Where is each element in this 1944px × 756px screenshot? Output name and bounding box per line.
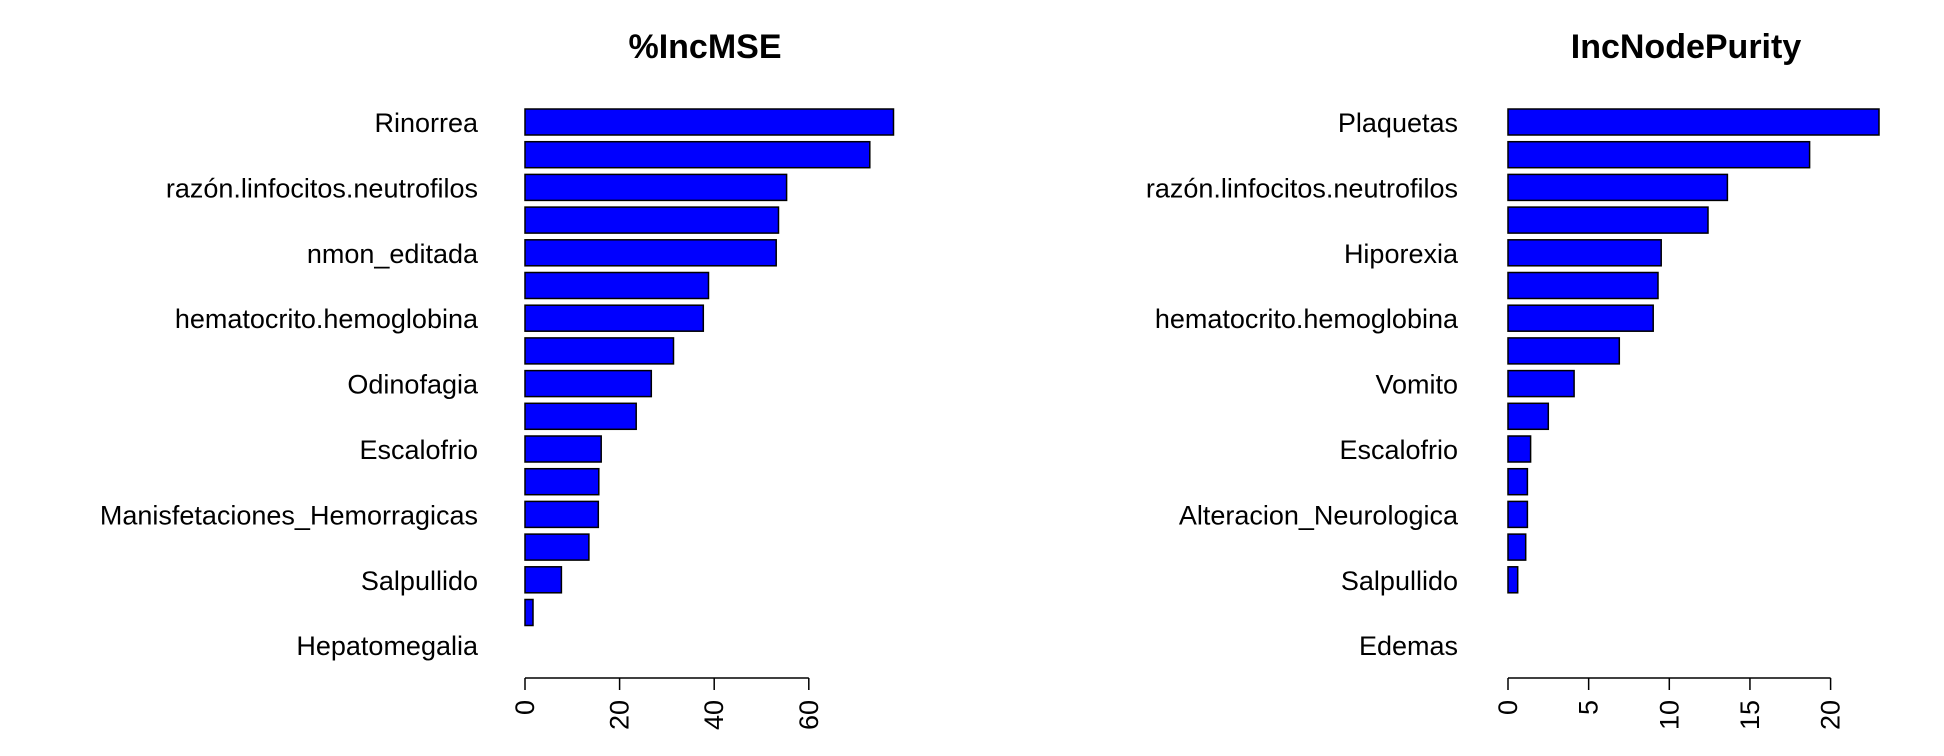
incnodepurity-bar-8 (1507, 369, 1575, 398)
incmse-x-axis: 0 20 40 60 (510, 677, 824, 730)
incmse-category-label-16: Hepatomegalia (296, 631, 479, 661)
incnodepurity-bar-4 (1507, 239, 1662, 267)
incnodepurity-category-label-10: Escalofrio (1339, 435, 1458, 465)
incmse-category-label-6: hematocrito.hemoglobina (175, 304, 479, 334)
incmse-bars (524, 108, 895, 627)
incnodepurity-tick-label-3: 15 (1735, 700, 1765, 730)
incmse-bar-8 (524, 369, 653, 398)
incnodepurity-category-label-12: Alteracion_Neurologica (1179, 500, 1459, 530)
incmse-category-label-2: razón.linfocitos.neutrofilos (166, 173, 478, 203)
incmse-bar-1 (524, 140, 871, 169)
incnodepurity-bar-9 (1507, 402, 1550, 431)
incnodepurity-bar-2 (1507, 173, 1729, 202)
incnodepurity-category-label-14: Salpullido (1341, 566, 1458, 596)
incnodepurity-category-label-4: Hiporexia (1344, 239, 1459, 269)
incnodepurity-bar-7 (1507, 337, 1621, 365)
incmse-bar-12 (524, 500, 600, 529)
incmse-bar-15 (524, 598, 534, 627)
incnodepurity-category-label-8: Vomito (1375, 370, 1458, 400)
incnodepurity-tick-label-0: 0 (1493, 700, 1523, 715)
incnodepurity-bar-0 (1507, 108, 1880, 136)
incnodepurity-category-label-6: hematocrito.hemoglobina (1155, 304, 1459, 334)
incnodepurity-tick-label-2: 10 (1654, 700, 1684, 730)
incmse-category-label-12: Manisfetaciones_Hemorragicas (100, 500, 478, 530)
incmse-bar-5 (524, 271, 710, 300)
incmse-tick-label-1: 20 (605, 700, 635, 730)
incnodepurity-bar-12 (1507, 500, 1529, 529)
incmse-category-label-4: nmon_editada (307, 239, 479, 269)
incmse-panel: %IncMSE Rinorrea razón.linfocitos.neutrof… (100, 28, 895, 730)
incmse-bar-4 (524, 239, 777, 267)
incmse-bar-13 (524, 533, 590, 561)
incmse-category-label-10: Escalofrio (359, 435, 478, 465)
incmse-bar-2 (524, 173, 788, 202)
incmse-bar-6 (524, 304, 705, 332)
incmse-tick-label-0: 0 (510, 700, 540, 715)
incmse-bar-3 (524, 206, 780, 234)
incnodepurity-bar-5 (1507, 271, 1659, 300)
incmse-bar-14 (524, 566, 563, 594)
incmse-tick-label-2: 40 (699, 700, 729, 730)
incmse-bar-7 (524, 337, 675, 365)
incnodepurity-category-label-16: Edemas (1359, 631, 1458, 661)
incmse-bar-10 (524, 435, 602, 463)
incnodepurity-bar-1 (1507, 140, 1811, 169)
incnodepurity-bar-11 (1507, 467, 1529, 496)
incmse-title: %IncMSE (628, 28, 781, 66)
incnodepurity-bar-3 (1507, 206, 1709, 234)
incmse-bar-9 (524, 402, 637, 431)
incmse-category-label-0: Rinorrea (374, 108, 479, 138)
incmse-bar-11 (524, 467, 600, 496)
incnodepurity-bar-13 (1507, 533, 1527, 561)
incmse-tick-label-3: 60 (794, 700, 824, 730)
incnodepurity-x-axis: 0 5 10 15 20 (1493, 677, 1846, 730)
incnodepurity-bar-14 (1507, 566, 1519, 594)
incnodepurity-tick-label-1: 5 (1574, 700, 1604, 715)
incmse-category-labels: Rinorrea razón.linfocitos.neutrofilos nmon… (100, 108, 479, 661)
incnodepurity-panel: IncNodePurity Plaquetas razón.linfocitos.… (1146, 28, 1880, 730)
incmse-category-label-14: Salpullido (361, 566, 478, 596)
incnodepurity-category-labels: Plaquetas razón.linfocitos.neutrofilos Hip… (1146, 108, 1459, 661)
incnodepurity-category-label-2: razón.linfocitos.neutrofilos (1146, 173, 1458, 203)
incmse-bar-0 (524, 108, 895, 136)
incnodepurity-tick-label-4: 20 (1816, 700, 1846, 730)
incnodepurity-bars (1507, 108, 1880, 594)
incnodepurity-bar-10 (1507, 435, 1532, 463)
incnodepurity-title: IncNodePurity (1571, 28, 1802, 66)
incmse-category-label-8: Odinofagia (347, 370, 479, 400)
incnodepurity-category-label-0: Plaquetas (1338, 108, 1458, 138)
incnodepurity-bar-6 (1507, 304, 1654, 332)
